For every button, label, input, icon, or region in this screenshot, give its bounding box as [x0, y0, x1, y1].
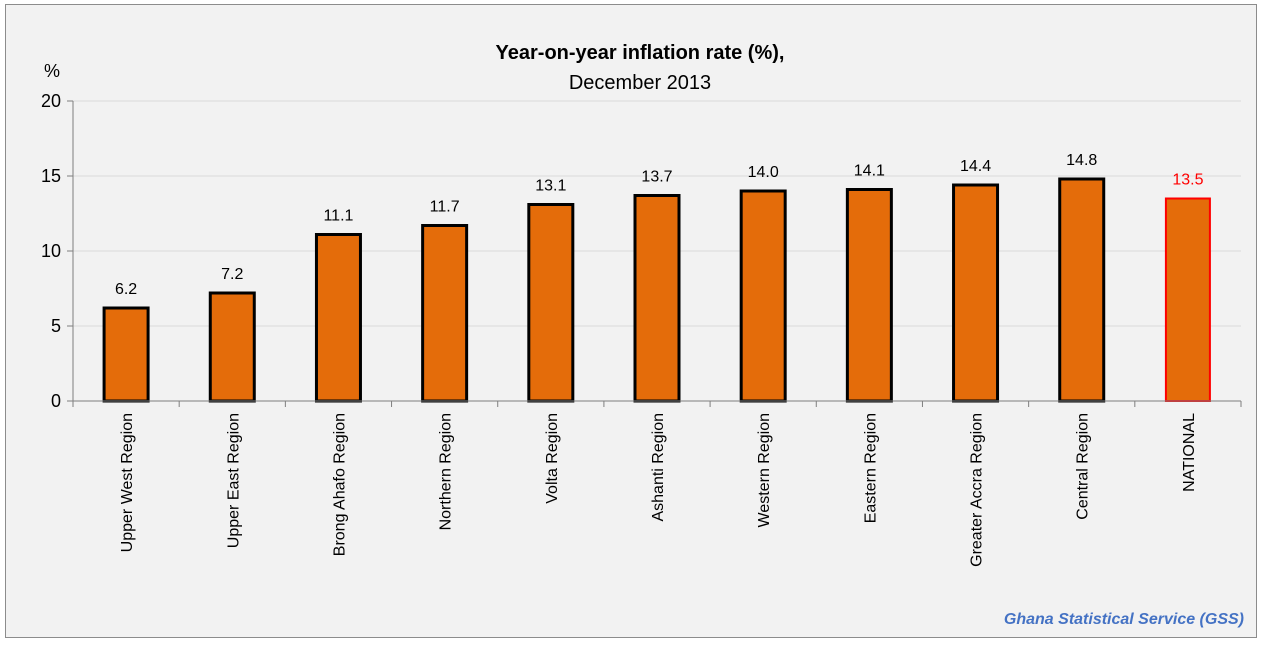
bar [102, 306, 150, 403]
bar [633, 194, 681, 403]
y-tick-label: 0 [51, 391, 61, 411]
category-label: Eastern Region [862, 413, 879, 523]
category-label: Greater Accra Region [969, 413, 986, 567]
y-tick-label: 20 [41, 91, 61, 111]
y-tick-label: 5 [51, 316, 61, 336]
bar [527, 203, 575, 403]
bar [952, 183, 1000, 403]
data-label: 13.5 [1172, 172, 1203, 189]
bar [208, 291, 256, 403]
data-label: 14.8 [1066, 152, 1097, 169]
data-label: 11.1 [323, 208, 353, 225]
bar [739, 189, 787, 403]
category-label: Upper East Region [225, 413, 242, 548]
bar [845, 188, 893, 403]
category-label: Ashanti Region [650, 413, 667, 522]
chart-title: Year-on-year inflation rate (%), [496, 42, 785, 64]
category-label: Western Region [756, 413, 773, 527]
category-label: Volta Region [544, 413, 561, 504]
category-label: NATIONAL [1181, 413, 1198, 492]
bar [1058, 177, 1106, 403]
chart-frame: Year-on-year inflation rate (%), Decembe… [5, 4, 1257, 638]
data-label: 6.2 [115, 281, 137, 298]
bar [314, 233, 362, 403]
data-label: 7.2 [221, 266, 243, 283]
category-label: Upper West Region [119, 413, 136, 552]
bar [1164, 197, 1211, 402]
data-label: 13.7 [641, 169, 672, 186]
y-tick-label: 15 [41, 166, 61, 186]
y-tick-label: 10 [41, 241, 61, 261]
data-label: 11.7 [430, 199, 460, 216]
data-label: 14.0 [748, 164, 779, 181]
data-label: 14.4 [960, 158, 991, 175]
data-label: 14.1 [854, 163, 885, 180]
category-label: Northern Region [438, 413, 455, 530]
chart-subtitle: December 2013 [569, 72, 711, 94]
source-credit: Ghana Statistical Service (GSS) [1003, 611, 1244, 628]
data-label: 13.1 [535, 178, 566, 195]
category-label: Brong Ahafo Region [331, 413, 348, 556]
category-label: Central Region [1075, 413, 1092, 520]
bar-chart: Year-on-year inflation rate (%), Decembe… [41, 42, 1242, 567]
y-axis-label: % [44, 61, 60, 81]
bar [421, 224, 469, 403]
